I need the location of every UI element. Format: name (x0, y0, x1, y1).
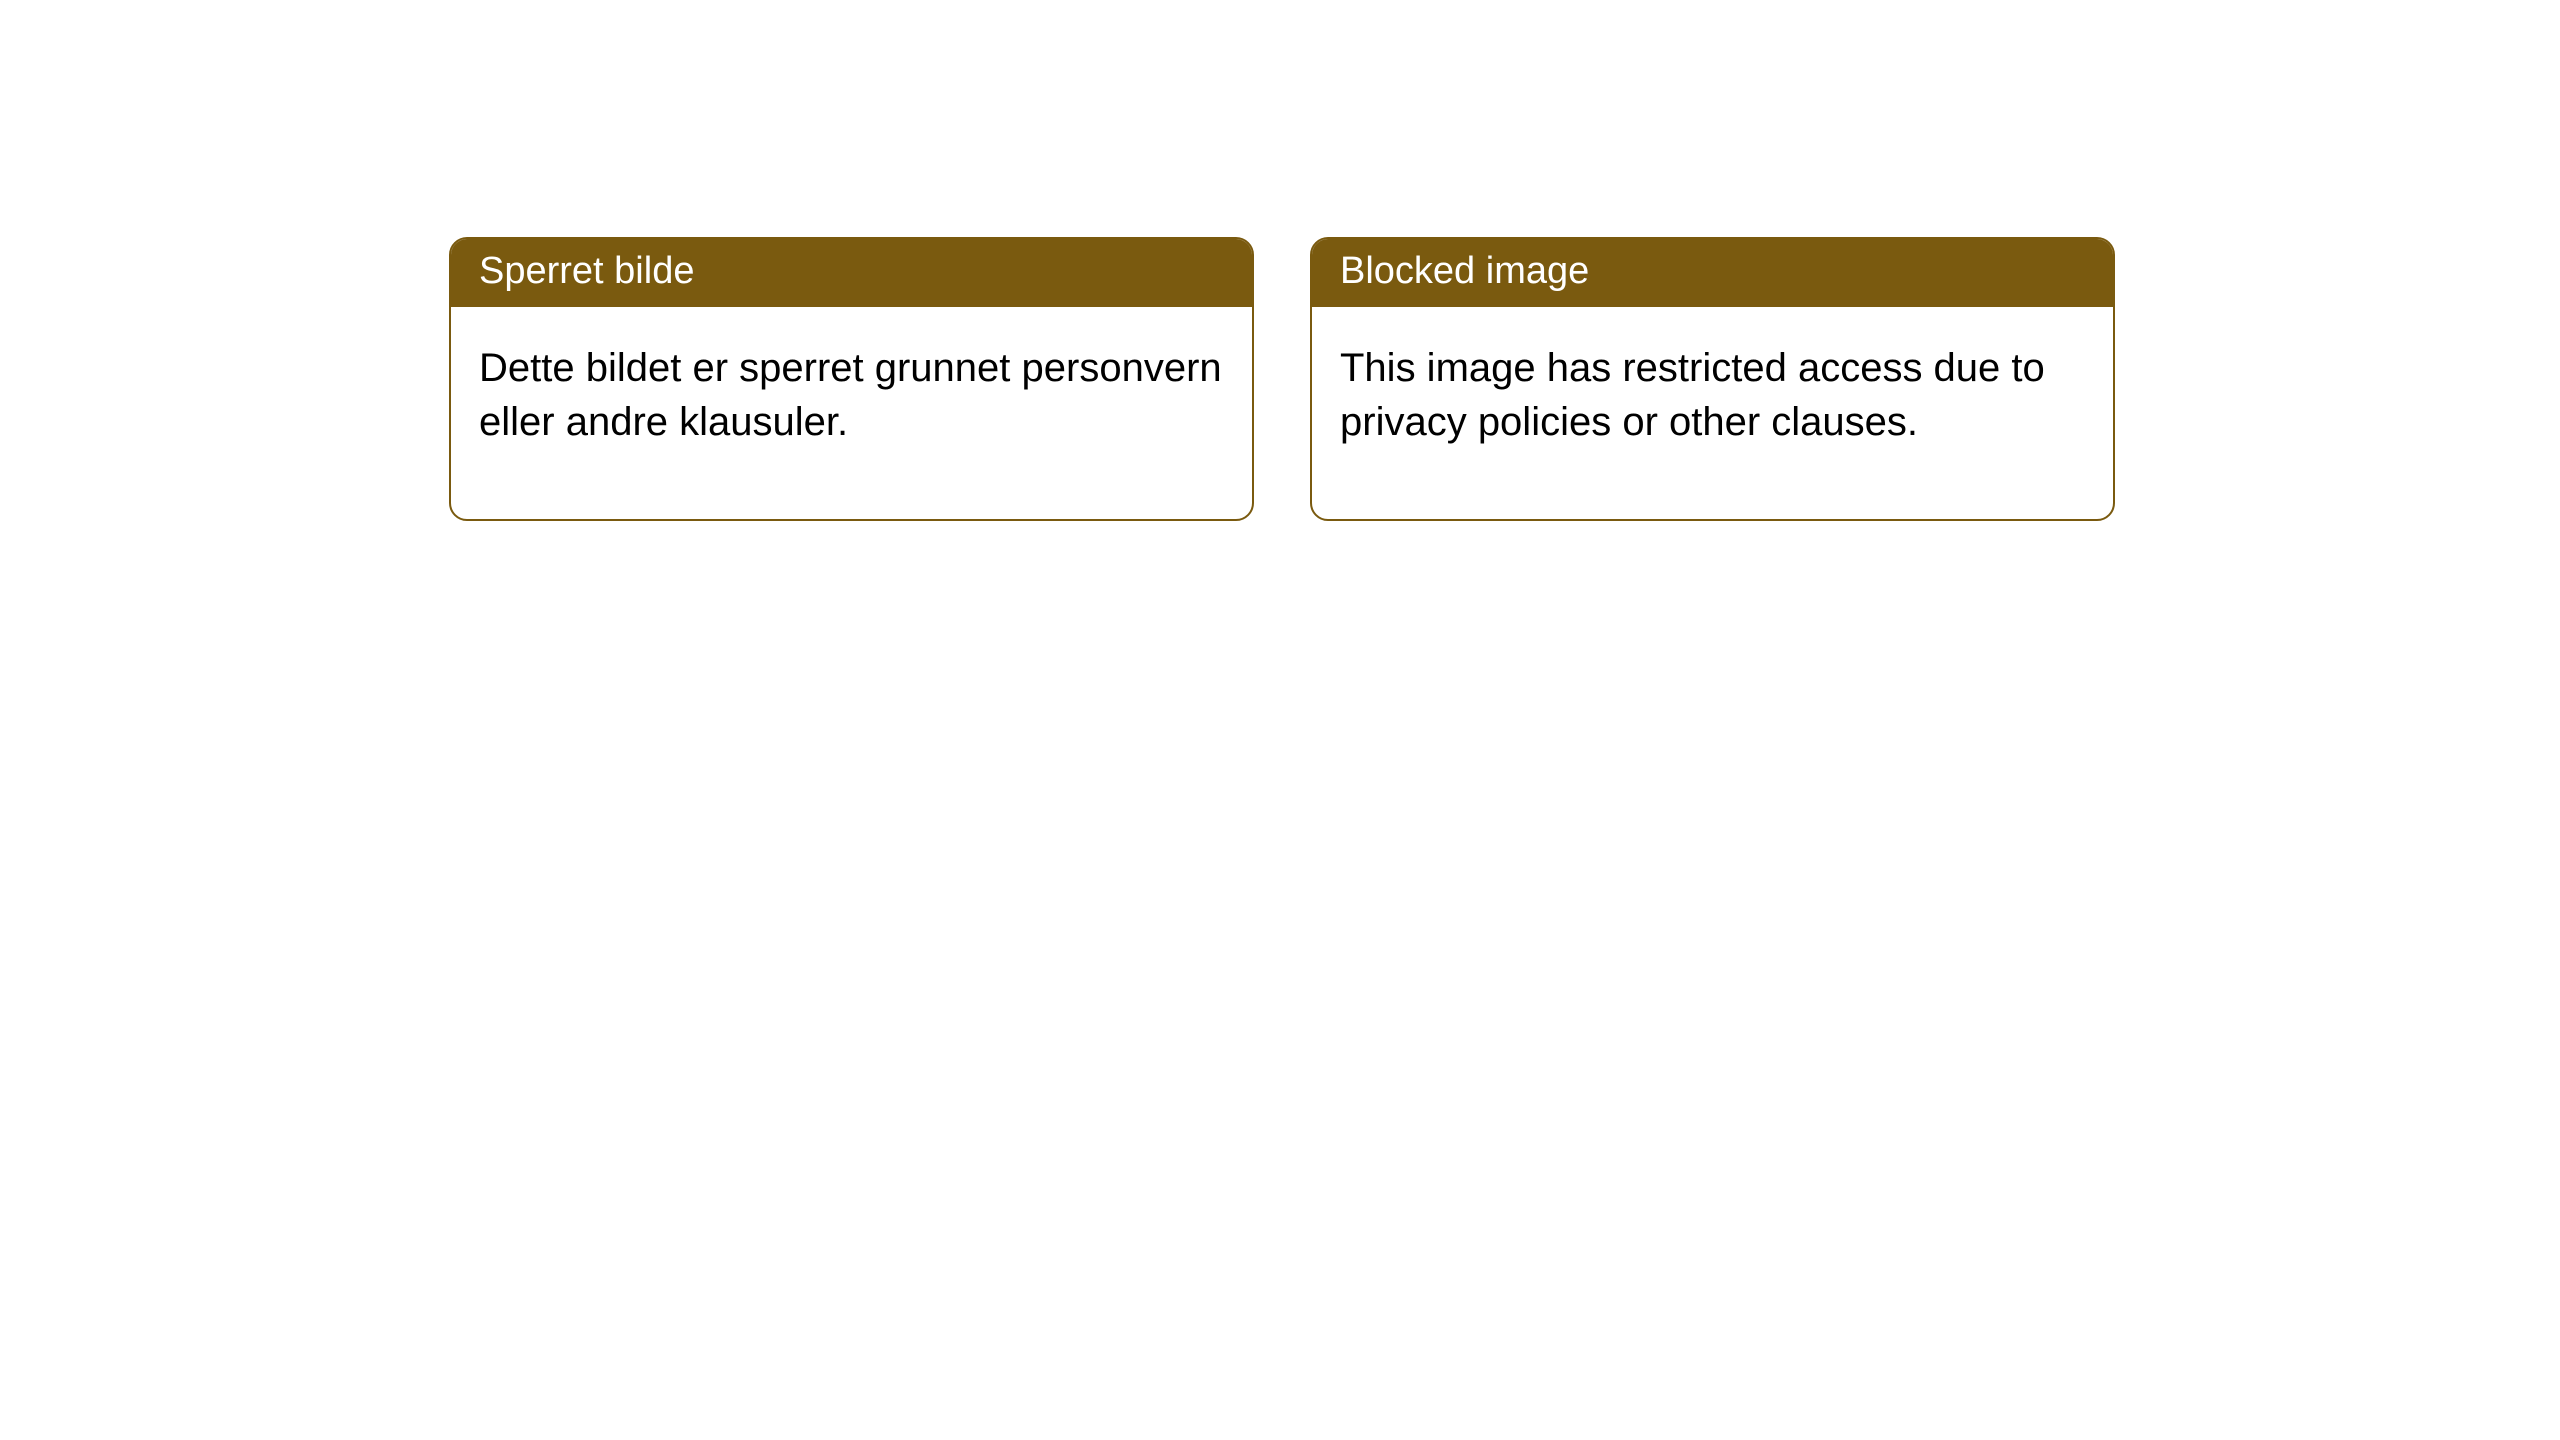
notice-header-norwegian: Sperret bilde (451, 239, 1252, 307)
notice-body-english: This image has restricted access due to … (1312, 307, 2113, 519)
notice-box-english: Blocked image This image has restricted … (1310, 237, 2115, 521)
notice-title-english: Blocked image (1340, 250, 1589, 292)
notice-text-english: This image has restricted access due to … (1340, 346, 2045, 444)
notice-text-norwegian: Dette bildet er sperret grunnet personve… (479, 346, 1222, 444)
notice-header-english: Blocked image (1312, 239, 2113, 307)
notice-box-norwegian: Sperret bilde Dette bildet er sperret gr… (449, 237, 1254, 521)
notice-container: Sperret bilde Dette bildet er sperret gr… (449, 237, 2115, 521)
notice-body-norwegian: Dette bildet er sperret grunnet personve… (451, 307, 1252, 519)
notice-title-norwegian: Sperret bilde (479, 250, 694, 292)
